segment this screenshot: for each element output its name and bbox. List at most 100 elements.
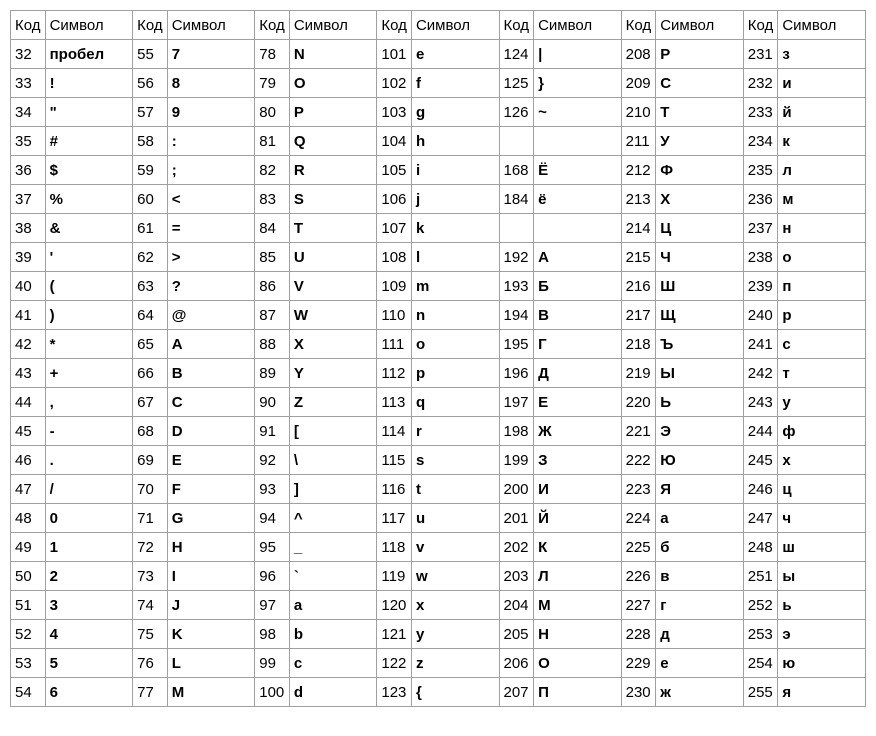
cell-code: 103 [377, 98, 412, 127]
cell-symbol: S [289, 185, 377, 214]
cell-symbol [534, 127, 622, 156]
header-code-6: Код [743, 11, 778, 40]
cell-symbol: Б [534, 272, 622, 301]
cell-code: 85 [255, 243, 290, 272]
cell-code: 184 [499, 185, 534, 214]
cell-code: 168 [499, 156, 534, 185]
cell-code: 120 [377, 591, 412, 620]
cell-symbol: ч [778, 504, 866, 533]
cell-symbol: @ [167, 301, 255, 330]
cell-symbol: T [289, 214, 377, 243]
cell-code: 69 [133, 446, 168, 475]
cell-code: 84 [255, 214, 290, 243]
header-symbol-6: Символ [778, 11, 866, 40]
cell-symbol: ! [45, 69, 133, 98]
cell-symbol: m [411, 272, 499, 301]
cell-symbol: r [411, 417, 499, 446]
cell-code: 222 [621, 446, 656, 475]
cell-symbol: А [534, 243, 622, 272]
cell-symbol: q [411, 388, 499, 417]
cell-code: 194 [499, 301, 534, 330]
table-row: 45-68D91[114r198Ж221Э244ф [11, 417, 866, 446]
cell-code: 104 [377, 127, 412, 156]
cell-symbol: и [778, 69, 866, 98]
cell-code: 242 [743, 359, 778, 388]
cell-symbol: М [534, 591, 622, 620]
cell-code: 55 [133, 40, 168, 69]
cell-symbol: F [167, 475, 255, 504]
cell-symbol: Р [656, 40, 744, 69]
table-row: 35#58:81Q104h211У234к [11, 127, 866, 156]
cell-symbol: L [167, 649, 255, 678]
cell-code: 247 [743, 504, 778, 533]
cell-symbol: а [656, 504, 744, 533]
cell-symbol: g [411, 98, 499, 127]
table-row: 32пробел55778N101e124|208Р231з [11, 40, 866, 69]
cell-symbol: J [167, 591, 255, 620]
cell-code: 86 [255, 272, 290, 301]
cell-symbol: Т [656, 98, 744, 127]
cell-symbol: = [167, 214, 255, 243]
cell-symbol: , [45, 388, 133, 417]
cell-code: 228 [621, 620, 656, 649]
cell-symbol: Э [656, 417, 744, 446]
cell-code: 221 [621, 417, 656, 446]
cell-symbol: } [534, 69, 622, 98]
cell-symbol: Н [534, 620, 622, 649]
cell-symbol: Ы [656, 359, 744, 388]
cell-symbol: ь [778, 591, 866, 620]
cell-code: 90 [255, 388, 290, 417]
cell-symbol: " [45, 98, 133, 127]
cell-symbol: N [289, 40, 377, 69]
cell-code: 111 [377, 330, 412, 359]
header-code-2: Код [255, 11, 290, 40]
table-row: 34"57980P103g126~210Т233й [11, 98, 866, 127]
cell-code: 122 [377, 649, 412, 678]
cell-symbol: p [411, 359, 499, 388]
cell-code: 45 [11, 417, 46, 446]
cell-code: 230 [621, 678, 656, 707]
cell-symbol: О [534, 649, 622, 678]
cell-code: 89 [255, 359, 290, 388]
cell-symbol: У [656, 127, 744, 156]
cell-code: 94 [255, 504, 290, 533]
cell-symbol: Y [289, 359, 377, 388]
cell-code: 216 [621, 272, 656, 301]
cell-symbol: * [45, 330, 133, 359]
cell-code: 212 [621, 156, 656, 185]
cell-code: 51 [11, 591, 46, 620]
cell-symbol: G [167, 504, 255, 533]
cell-code: 248 [743, 533, 778, 562]
cell-code: 113 [377, 388, 412, 417]
cell-code: 39 [11, 243, 46, 272]
cell-symbol: м [778, 185, 866, 214]
cell-symbol: t [411, 475, 499, 504]
cell-code: 243 [743, 388, 778, 417]
cell-symbol: П [534, 678, 622, 707]
cell-symbol: h [411, 127, 499, 156]
cell-symbol: W [289, 301, 377, 330]
cell-symbol: R [289, 156, 377, 185]
cell-code: 204 [499, 591, 534, 620]
cell-symbol: 7 [167, 40, 255, 69]
cell-symbol: С [656, 69, 744, 98]
cell-code: 60 [133, 185, 168, 214]
cell-code: 200 [499, 475, 534, 504]
cell-symbol: д [656, 620, 744, 649]
cell-symbol: U [289, 243, 377, 272]
cell-symbol: 9 [167, 98, 255, 127]
cell-symbol: _ [289, 533, 377, 562]
cell-code: 32 [11, 40, 46, 69]
cell-code: 95 [255, 533, 290, 562]
cell-code: 217 [621, 301, 656, 330]
header-code-0: Код [11, 11, 46, 40]
cell-symbol: п [778, 272, 866, 301]
cell-symbol: ` [289, 562, 377, 591]
cell-symbol: ц [778, 475, 866, 504]
cell-symbol: 5 [45, 649, 133, 678]
cell-code: 219 [621, 359, 656, 388]
cell-symbol: M [167, 678, 255, 707]
cell-symbol: . [45, 446, 133, 475]
cell-code: 255 [743, 678, 778, 707]
cell-code: 229 [621, 649, 656, 678]
